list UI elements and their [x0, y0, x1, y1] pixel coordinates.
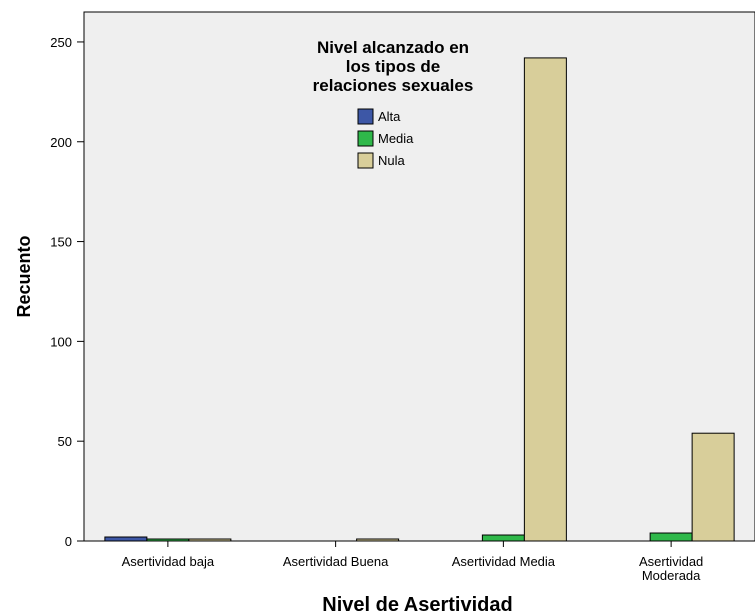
y-tick-label: 250 [50, 35, 72, 50]
bar-alta-0 [104, 536, 148, 542]
x-tick-label: Asertividad Moderada [639, 554, 703, 583]
legend-label-alta: Alta [378, 109, 401, 124]
legend-label-nula: Nula [378, 153, 406, 168]
y-tick-label: 100 [50, 334, 72, 349]
x-axis-title: Nivel de Asertividad [322, 594, 512, 616]
y-axis-title: Recuento [14, 235, 34, 317]
bars-group [104, 57, 735, 542]
bar-media-0 [146, 538, 190, 542]
legend-swatch-nula [357, 152, 374, 169]
legend-swatch-alta [357, 108, 374, 125]
x-tick-label: Asertividad Buena [283, 554, 389, 569]
legend-title-line: relaciones sexuales [313, 76, 474, 95]
legend-swatch-media [357, 130, 374, 147]
legend-title-line: los tipos de [346, 57, 440, 76]
x-tick-label: Asertividad baja [122, 554, 215, 569]
bar-media-2 [481, 534, 525, 542]
bar-nula-0 [188, 538, 232, 542]
y-tick-label: 50 [58, 434, 72, 449]
y-tick-label: 0 [65, 534, 72, 549]
y-tick-label: 200 [50, 135, 72, 150]
plot-area [83, 11, 755, 542]
legend-title-line: Nivel alcanzado en [317, 38, 469, 57]
bar-media-3 [649, 532, 693, 542]
y-tick-label: 150 [50, 235, 72, 250]
bar-nula-2 [523, 57, 567, 542]
x-tick-label: Asertividad Media [452, 554, 556, 569]
bar-nula-1 [356, 538, 400, 542]
legend-label-media: Media [378, 131, 414, 146]
bar-nula-3 [691, 432, 735, 542]
x-axis: Asertividad baja Asertividad Buena Asertiv… [122, 541, 703, 583]
y-axis: 0 50 100 150 200 250 [50, 35, 84, 549]
